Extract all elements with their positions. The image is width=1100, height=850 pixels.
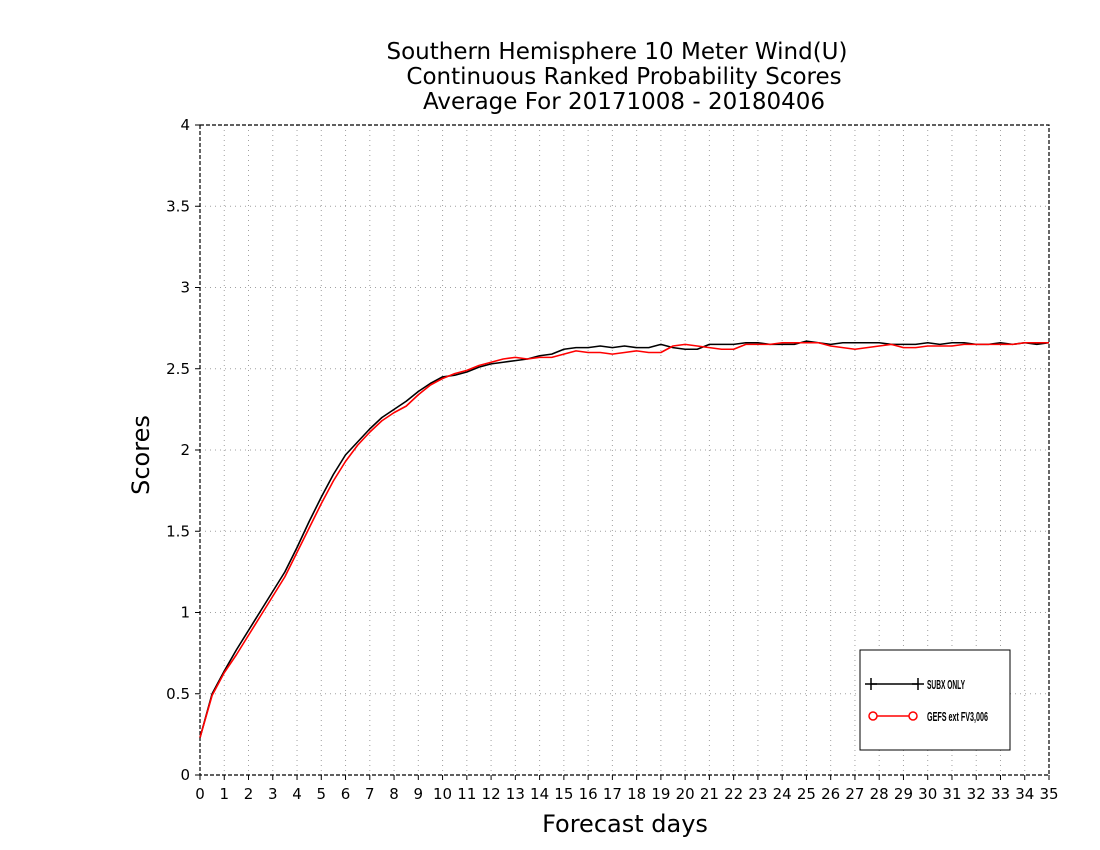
series-line-subx	[199, 340, 1050, 738]
y-tick-label: 2.5	[166, 360, 190, 378]
x-tick-label: 13	[506, 785, 525, 803]
grid	[200, 125, 1049, 775]
x-tick-label: 0	[195, 785, 205, 803]
x-tick-label: 35	[1039, 785, 1058, 803]
series-layer	[199, 340, 1050, 738]
x-tick-label: 27	[845, 785, 864, 803]
x-tick-label: 14	[530, 785, 549, 803]
y-axis: 0 0.5 1 1.5 2 2.5 3 3.5 4	[166, 116, 200, 784]
x-tick-label: 24	[773, 785, 792, 803]
x-tick-label: 26	[821, 785, 840, 803]
x-tick-label: 17	[603, 785, 622, 803]
chart-title-line-2: Continuous Ranked Probability Scores	[406, 64, 841, 90]
y-tick-label: 1	[180, 604, 190, 622]
x-tick-label: 22	[724, 785, 743, 803]
x-tick-label: 5	[317, 785, 327, 803]
y-tick-label: 0.5	[166, 685, 190, 703]
y-tick-label: 0	[180, 766, 190, 784]
chart-title: Southern Hemisphere 10 Meter Wind(U) Con…	[387, 39, 848, 115]
y-tick-label: 4	[180, 116, 190, 134]
x-tick-label: 25	[797, 785, 816, 803]
x-axis-label: Forecast days	[542, 810, 708, 838]
legend-marker-gefs	[868, 711, 878, 721]
legend-marker-gefs-2	[908, 711, 918, 721]
legend-label-subx: SUBX ONLY	[927, 677, 965, 692]
chart-title-line-1: Southern Hemisphere 10 Meter Wind(U)	[387, 39, 848, 65]
series-line-gefs	[199, 341, 1049, 738]
y-tick-label: 1.5	[166, 522, 190, 540]
x-tick-label: 6	[341, 785, 351, 803]
x-tick-label: 19	[651, 785, 670, 803]
x-tick-label: 10	[433, 785, 452, 803]
x-tick-label: 32	[967, 785, 986, 803]
x-tick-label: 23	[748, 785, 767, 803]
x-tick-label: 28	[870, 785, 889, 803]
x-tick-label: 30	[918, 785, 937, 803]
x-tick-label: 7	[365, 785, 375, 803]
y-tick-label: 2	[180, 441, 190, 459]
x-tick-label: 15	[554, 785, 573, 803]
x-tick-label: 34	[1015, 785, 1034, 803]
legend: SUBX ONLY GEFS ext FV3,006	[859, 649, 1011, 751]
x-tick-label: 11	[457, 785, 476, 803]
x-tick-label: 12	[482, 785, 501, 803]
y-axis-label: Scores	[127, 415, 155, 495]
x-tick-label: 8	[389, 785, 399, 803]
x-tick-label: 2	[244, 785, 254, 803]
x-tick-label: 3	[268, 785, 278, 803]
chart-title-line-3: Average For 20171008 - 20180406	[423, 89, 825, 115]
x-tick-label: 31	[942, 785, 961, 803]
x-tick-label: 4	[292, 785, 302, 803]
legend-marker-subx	[865, 678, 924, 690]
x-tick-label: 29	[894, 785, 913, 803]
legend-label-gefs: GEFS ext FV3,006	[927, 709, 988, 724]
x-axis: 0 1 2 3 4 5 6 7 8 9 10 11 12 13 14 15 16 17 18 19 20 21 22 23 24…	[195, 775, 1059, 803]
x-tick-label: 16	[579, 785, 598, 803]
legend-box	[859, 649, 1011, 751]
y-tick-label: 3.5	[166, 197, 190, 215]
x-tick-label: 21	[700, 785, 719, 803]
x-tick-label: 20	[676, 785, 695, 803]
x-tick-label: 9	[414, 785, 424, 803]
x-tick-label: 18	[627, 785, 646, 803]
x-tick-label: 1	[219, 785, 229, 803]
x-tick-label: 33	[991, 785, 1010, 803]
y-tick-label: 3	[180, 279, 190, 297]
